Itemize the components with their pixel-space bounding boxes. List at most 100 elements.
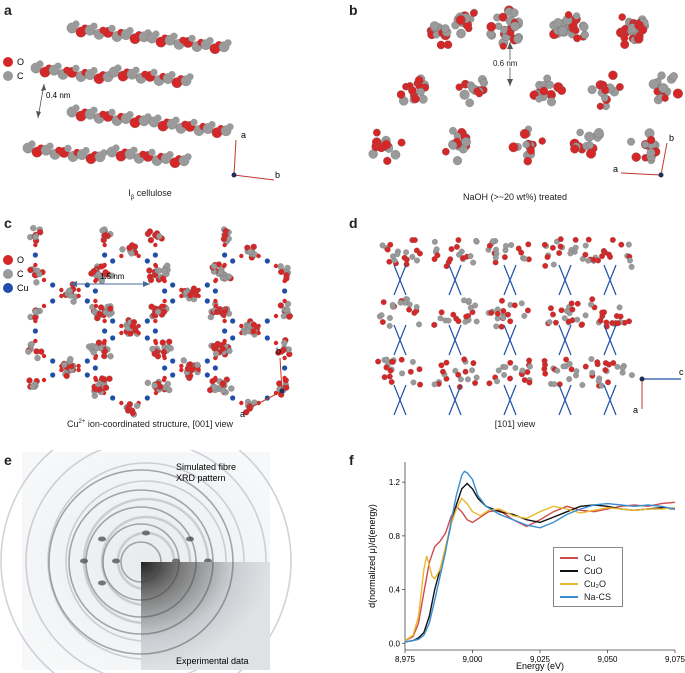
legend-swatch [560, 595, 578, 598]
unit-cluster [431, 356, 480, 416]
legend-c-label: C [17, 71, 24, 81]
panel-e: e Simulated fibre XRD pattern Experiment… [0, 450, 330, 673]
legend-label: Cu₂O [584, 578, 606, 589]
carbon-legend-atom [3, 71, 13, 81]
experimental-rings [48, 469, 234, 655]
unit-cluster [431, 297, 480, 356]
axis-b-label: b [275, 170, 280, 180]
unit-cluster [485, 238, 532, 296]
legend-item: CuO [560, 564, 616, 577]
axis-ticks: 8,975 9,000 9,025 9,050 9,075 0.0 0.4 0.8 1.2 [389, 478, 685, 664]
chart-legend: Cu CuO Cu₂O Na-CS [553, 547, 623, 607]
axis-c-label: c [679, 367, 684, 377]
axis-a-line [620, 172, 662, 176]
carbon-legend-atom [3, 269, 13, 279]
xanes-derivative-chart: 8,975 9,000 9,025 9,050 9,075 0.0 0.4 0.8 1.2 En… [367, 462, 685, 671]
unit-cluster [588, 296, 632, 356]
panel-b: b 0.6 nm b a NaOH (>~20 wt%) treated [345, 0, 685, 210]
y-tick-label: 1.2 [389, 478, 401, 487]
panel-label: d [349, 215, 358, 231]
x-tick-label: 9,050 [597, 655, 618, 664]
panel-label: b [349, 2, 358, 18]
legend-cu-label: Cu [17, 283, 29, 293]
cellulose-chain [108, 64, 194, 89]
cellulose-chain [66, 104, 152, 129]
axis-b-label: b [669, 133, 674, 143]
glucose-cluster [451, 8, 478, 39]
legend-item: Na-CS [560, 590, 616, 603]
axis-a-label: a [613, 164, 618, 174]
unit-cluster [375, 356, 424, 416]
naoh-treated-structure: 0.6 nm b a [368, 5, 683, 178]
glucose-cluster [508, 125, 546, 166]
x-tick-label: 9,075 [665, 655, 685, 664]
series-line-cuo [404, 482, 676, 643]
axis-a-line [233, 139, 237, 176]
unit-cluster [379, 237, 423, 296]
cellulose-chain [22, 140, 108, 165]
y-axis-label: d(normalized μ)/d(energy) [367, 504, 377, 608]
view-101-structure: c a [375, 236, 684, 416]
panel-label: f [349, 452, 354, 468]
cellulose-chain [106, 144, 192, 169]
unit-cluster [541, 236, 589, 296]
panel-d: d c a [101] view [345, 213, 685, 438]
panel-label: e [4, 452, 12, 468]
glucose-cluster [553, 11, 589, 43]
panel-f: f 8,975 9,000 9,025 9,050 9,075 0.0 0.4 0.8 1.2 … [345, 450, 685, 673]
legend-swatch [560, 556, 578, 559]
experimental-data-quadrant [141, 562, 270, 670]
glucose-clusters [368, 5, 683, 166]
unit-cluster [376, 296, 422, 356]
cellulose-chains [22, 20, 234, 169]
unit-cluster [585, 236, 635, 296]
unit-cluster [541, 356, 589, 416]
glucose-cluster [498, 5, 523, 44]
unit-cluster [545, 300, 589, 356]
y-tick-label: 0.0 [389, 639, 401, 648]
glucose-cluster [587, 70, 624, 111]
panel-b-caption: NaOH (>~20 wt%) treated [462, 192, 568, 202]
axis-a-label: a [241, 130, 246, 140]
panel-label: a [4, 2, 12, 18]
hexagonal-pore [85, 317, 174, 418]
legend-label: Cu [584, 552, 596, 563]
unit-cluster [588, 356, 635, 416]
y-tick-label: 0.4 [389, 586, 401, 595]
panel-c: c O C Cu 1.5 nm b a Cu2+ ion-coordinated… [0, 213, 330, 438]
axis-a-label: a [240, 409, 245, 419]
y-tick-label: 0.8 [389, 532, 401, 541]
cellulose-chain [148, 114, 234, 139]
x-tick-label: 9,025 [530, 655, 551, 664]
glucose-cluster [442, 127, 471, 166]
panel-label: c [4, 215, 12, 231]
glucose-cluster [426, 21, 453, 50]
series-line-nacs [404, 470, 676, 643]
axis-b-line [279, 357, 283, 392]
cellulose-chain [30, 60, 116, 85]
glucose-cluster [627, 128, 661, 165]
hexagonal-pore [207, 318, 293, 416]
legend-item: Cu [560, 551, 616, 564]
x-axis-label: Energy (eV) [516, 661, 564, 671]
cu-coordinated-structure: O C Cu 1.5 nm b a [3, 224, 293, 419]
xrd-pattern-image: Simulated fibre XRD pattern Experimental… [0, 450, 292, 673]
legend-item: Cu₂O [560, 577, 616, 590]
glucose-cluster [455, 75, 488, 108]
x-tick-label: 9,000 [462, 655, 483, 664]
legend-swatch [560, 582, 578, 585]
x-tick-label: 8,975 [395, 655, 416, 664]
panel-a-caption: Iβ cellulose [128, 188, 172, 201]
unit-cluster [485, 297, 531, 356]
legend-o-label: O [17, 255, 24, 265]
axis-b-line [660, 142, 668, 176]
glucose-cluster [396, 74, 430, 106]
cellulose-chain [146, 30, 232, 55]
glucose-cluster [569, 128, 604, 159]
simulated-label-line2: XRD pattern [176, 473, 226, 483]
simulated-label-line1: Simulated fibre [176, 462, 236, 472]
legend-o-label: O [17, 57, 24, 67]
axis-b-label: b [276, 346, 281, 356]
oxygen-legend-atom [3, 255, 13, 265]
unit-cluster [486, 357, 533, 416]
